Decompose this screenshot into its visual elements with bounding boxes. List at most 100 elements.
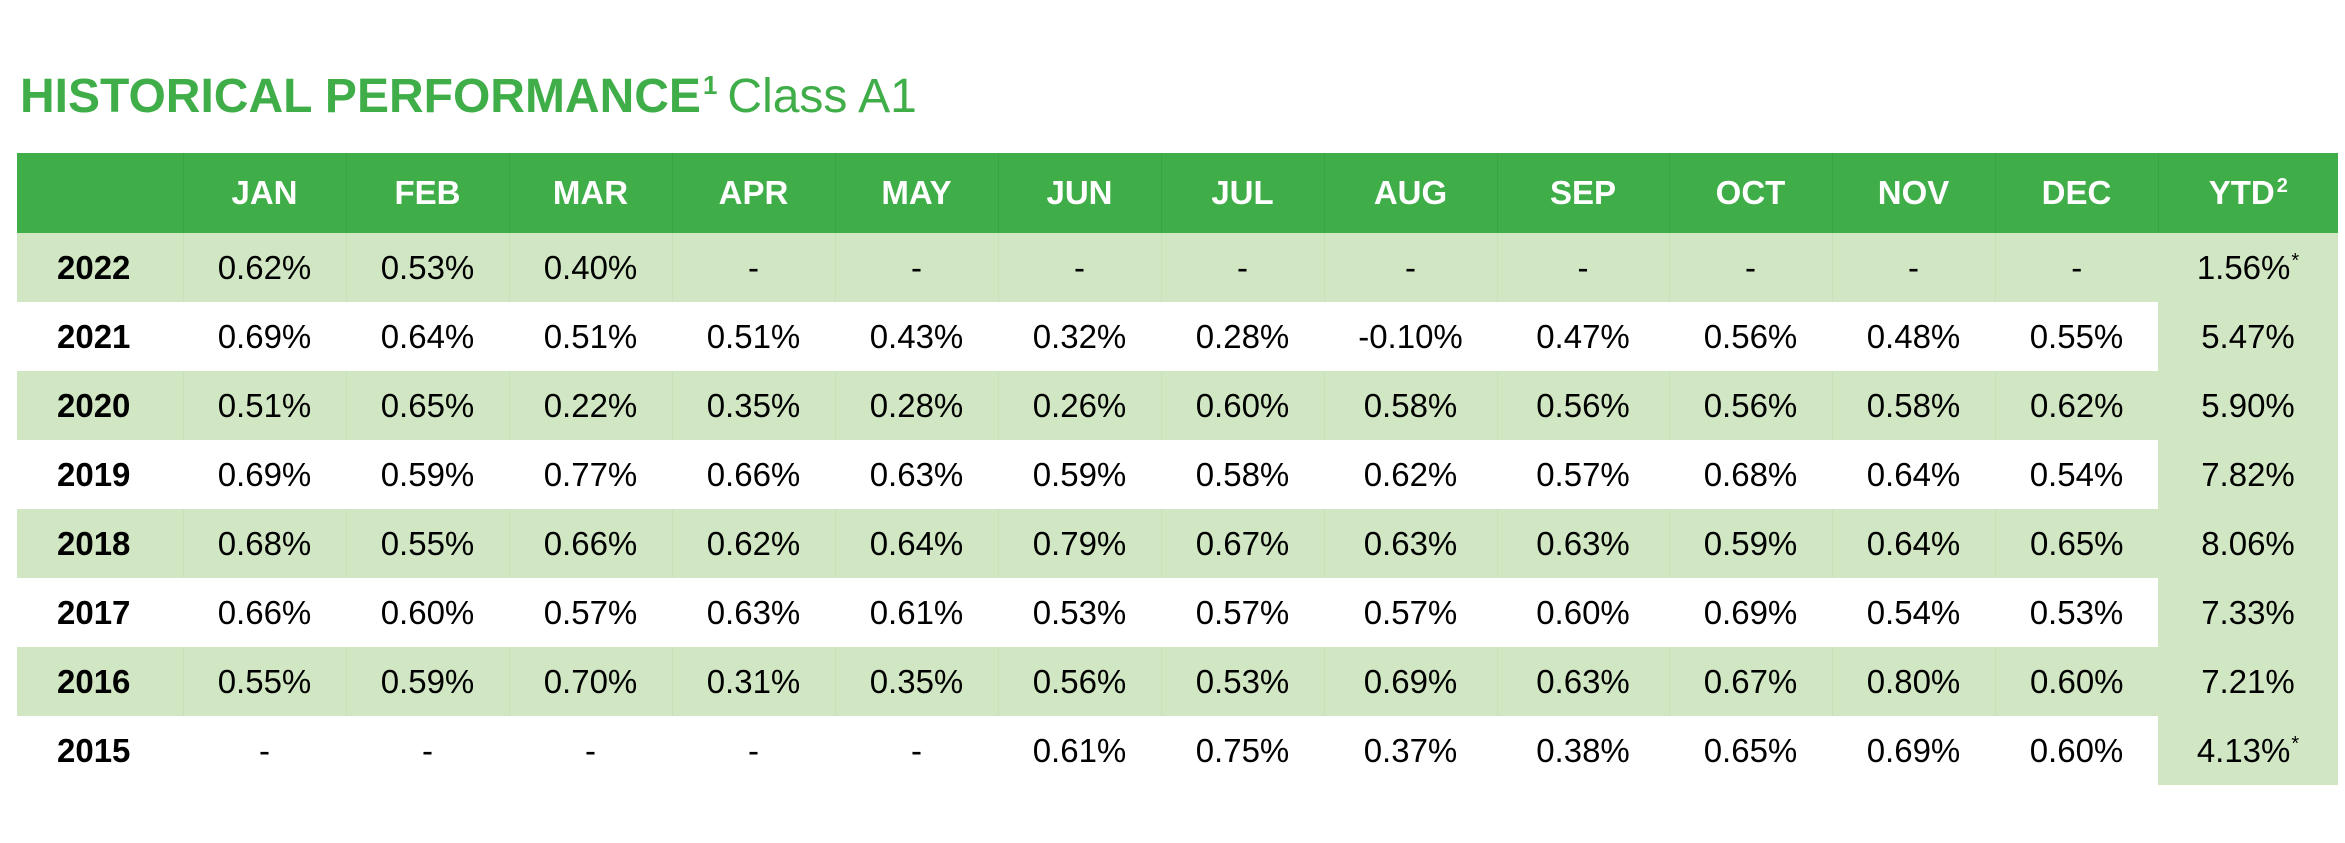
monthly-return-cell: 0.35%: [834, 647, 998, 716]
column-header: JUL: [1160, 153, 1324, 233]
table-row: 2020 0.51% 0.65% 0.22% 0.35% 0.28% 0.26% 0.60% 0…: [17, 371, 2338, 440]
ytd-value: 7.82%: [2201, 455, 2295, 493]
monthly-return-cell: 0.38%: [1536, 731, 1630, 769]
monthly-return-cell: 0.64%: [380, 317, 475, 355]
monthly-return-cell: 0.51%: [543, 317, 638, 355]
monthly-return-cell: -: [585, 731, 596, 769]
table-row: 2022 0.62% 0.53% 0.40% - - - - - - - - -1.56%*: [17, 233, 2338, 302]
monthly-return-cell: 0.66%: [217, 593, 312, 631]
monthly-return-cell: 0.26%: [997, 371, 1161, 440]
column-header: APR: [671, 153, 835, 233]
monthly-return-cell: 0.79%: [997, 509, 1161, 578]
monthly-return-cell: -: [997, 233, 1161, 302]
ytd-value: 1.56%: [2196, 248, 2291, 286]
monthly-return-cell: 0.56%: [997, 647, 1161, 716]
monthly-return-cell: 0.54%: [1866, 593, 1961, 631]
ytd-value: 7.33%: [2201, 593, 2295, 631]
monthly-return-cell: 0.53%: [345, 233, 509, 302]
monthly-return-cell: 0.68%: [182, 509, 346, 578]
monthly-return-cell: 0.58%: [1831, 371, 1995, 440]
monthly-return-cell: 0.59%: [380, 455, 475, 493]
monthly-return-cell: 0.64%: [834, 509, 998, 578]
monthly-return-cell: 0.60%: [380, 593, 475, 631]
row-year: 2019: [57, 455, 131, 493]
monthly-return-cell: -0.10%: [1358, 317, 1463, 355]
monthly-return-cell: 0.40%: [508, 233, 672, 302]
monthly-return-cell: 0.31%: [671, 647, 835, 716]
partial-year-mark: *: [2291, 732, 2300, 755]
monthly-return-cell: 0.60%: [1536, 593, 1630, 631]
column-header: SEP: [1496, 153, 1669, 233]
partial-year-mark: *: [2291, 249, 2300, 272]
row-year: 2016: [17, 647, 183, 716]
monthly-return-cell: 0.48%: [1866, 317, 1961, 355]
monthly-return-cell: 0.58%: [1195, 455, 1290, 493]
row-year: 2021: [57, 317, 131, 355]
monthly-return-cell: 0.77%: [543, 455, 638, 493]
monthly-return-cell: 0.28%: [834, 371, 998, 440]
monthly-return-cell: 0.69%: [1703, 593, 1798, 631]
ytd-footnote-mark: 2: [2276, 175, 2288, 197]
monthly-return-cell: 0.68%: [1703, 455, 1798, 493]
monthly-return-cell: 0.59%: [345, 647, 509, 716]
ytd-value: 7.21%: [2201, 662, 2295, 700]
monthly-return-cell: 0.62%: [671, 509, 835, 578]
monthly-return-cell: 0.69%: [217, 455, 312, 493]
monthly-return-cell: 0.22%: [508, 371, 672, 440]
monthly-return-cell: 0.63%: [869, 455, 964, 493]
monthly-return-cell: -: [1496, 233, 1669, 302]
monthly-return-cell: 0.35%: [671, 371, 835, 440]
monthly-return-cell: 0.56%: [1496, 371, 1669, 440]
monthly-return-cell: 0.63%: [706, 593, 801, 631]
column-header: NOV: [1831, 153, 1995, 233]
monthly-return-cell: 0.60%: [1994, 647, 2158, 716]
monthly-return-cell: 0.55%: [182, 647, 346, 716]
column-header: DEC: [1994, 153, 2158, 233]
monthly-return-cell: 0.51%: [182, 371, 346, 440]
title-class-label: Class A1: [727, 70, 917, 123]
monthly-return-cell: 0.63%: [1496, 509, 1669, 578]
monthly-return-cell: 0.54%: [2029, 455, 2124, 493]
column-header: AUG: [1323, 153, 1497, 233]
monthly-return-cell: 0.47%: [1536, 317, 1630, 355]
monthly-return-cell: 0.62%: [1363, 455, 1458, 493]
monthly-return-cell: -: [1994, 233, 2158, 302]
monthly-return-cell: 0.59%: [1032, 455, 1127, 493]
performance-table: JAN FEB MAR APR MAY JUN JUL AUG SEP OCT NOV DEC YTD 2…: [17, 153, 2338, 785]
table-header-row: JAN FEB MAR APR MAY JUN JUL AUG SEP OCT NOV DEC YTD 2: [17, 153, 2338, 233]
monthly-return-cell: 0.56%: [1668, 371, 1832, 440]
ytd-cell: 8.06%: [2158, 509, 2338, 578]
monthly-return-cell: -: [671, 233, 835, 302]
monthly-return-cell: 0.62%: [182, 233, 346, 302]
ytd-value: 5.47%: [2201, 317, 2295, 355]
monthly-return-cell: 0.65%: [345, 371, 509, 440]
table-row: 2019 0.69% 0.59% 0.77% 0.66% 0.63% 0.59% 0.58% 0…: [17, 440, 2338, 509]
monthly-return-cell: 0.67%: [1160, 509, 1324, 578]
monthly-return-cell: 0.53%: [2029, 593, 2124, 631]
ytd-cell: 4.13%*: [2158, 716, 2338, 785]
monthly-return-cell: 0.55%: [2029, 317, 2124, 355]
row-year: 2018: [17, 509, 183, 578]
ytd-cell: 5.90%: [2158, 371, 2338, 440]
monthly-return-cell: 0.69%: [217, 317, 312, 355]
table-body: 2022 0.62% 0.53% 0.40% - - - - - - - - -1.56%* 2021 0.…: [17, 233, 2338, 785]
monthly-return-cell: 0.80%: [1831, 647, 1995, 716]
monthly-return-cell: 0.56%: [1703, 317, 1798, 355]
ytd-cell: 1.56%*: [2158, 233, 2338, 302]
monthly-return-cell: 0.62%: [1994, 371, 2158, 440]
monthly-return-cell: -: [834, 233, 998, 302]
monthly-return-cell: 0.66%: [706, 455, 801, 493]
monthly-return-cell: -: [1160, 233, 1324, 302]
ytd-header-label: YTD: [2208, 174, 2275, 211]
column-header: FEB: [345, 153, 509, 233]
monthly-return-cell: 0.60%: [1160, 371, 1324, 440]
monthly-return-cell: -: [1668, 233, 1832, 302]
monthly-return-cell: -: [259, 731, 270, 769]
row-year: 2017: [57, 593, 131, 631]
monthly-return-cell: 0.65%: [1703, 731, 1798, 769]
ytd-cell: 7.33%: [2158, 578, 2338, 647]
header-corner: [17, 153, 183, 233]
monthly-return-cell: 0.69%: [1866, 731, 1961, 769]
monthly-return-cell: 0.61%: [869, 593, 964, 631]
monthly-return-cell: 0.63%: [1323, 509, 1497, 578]
